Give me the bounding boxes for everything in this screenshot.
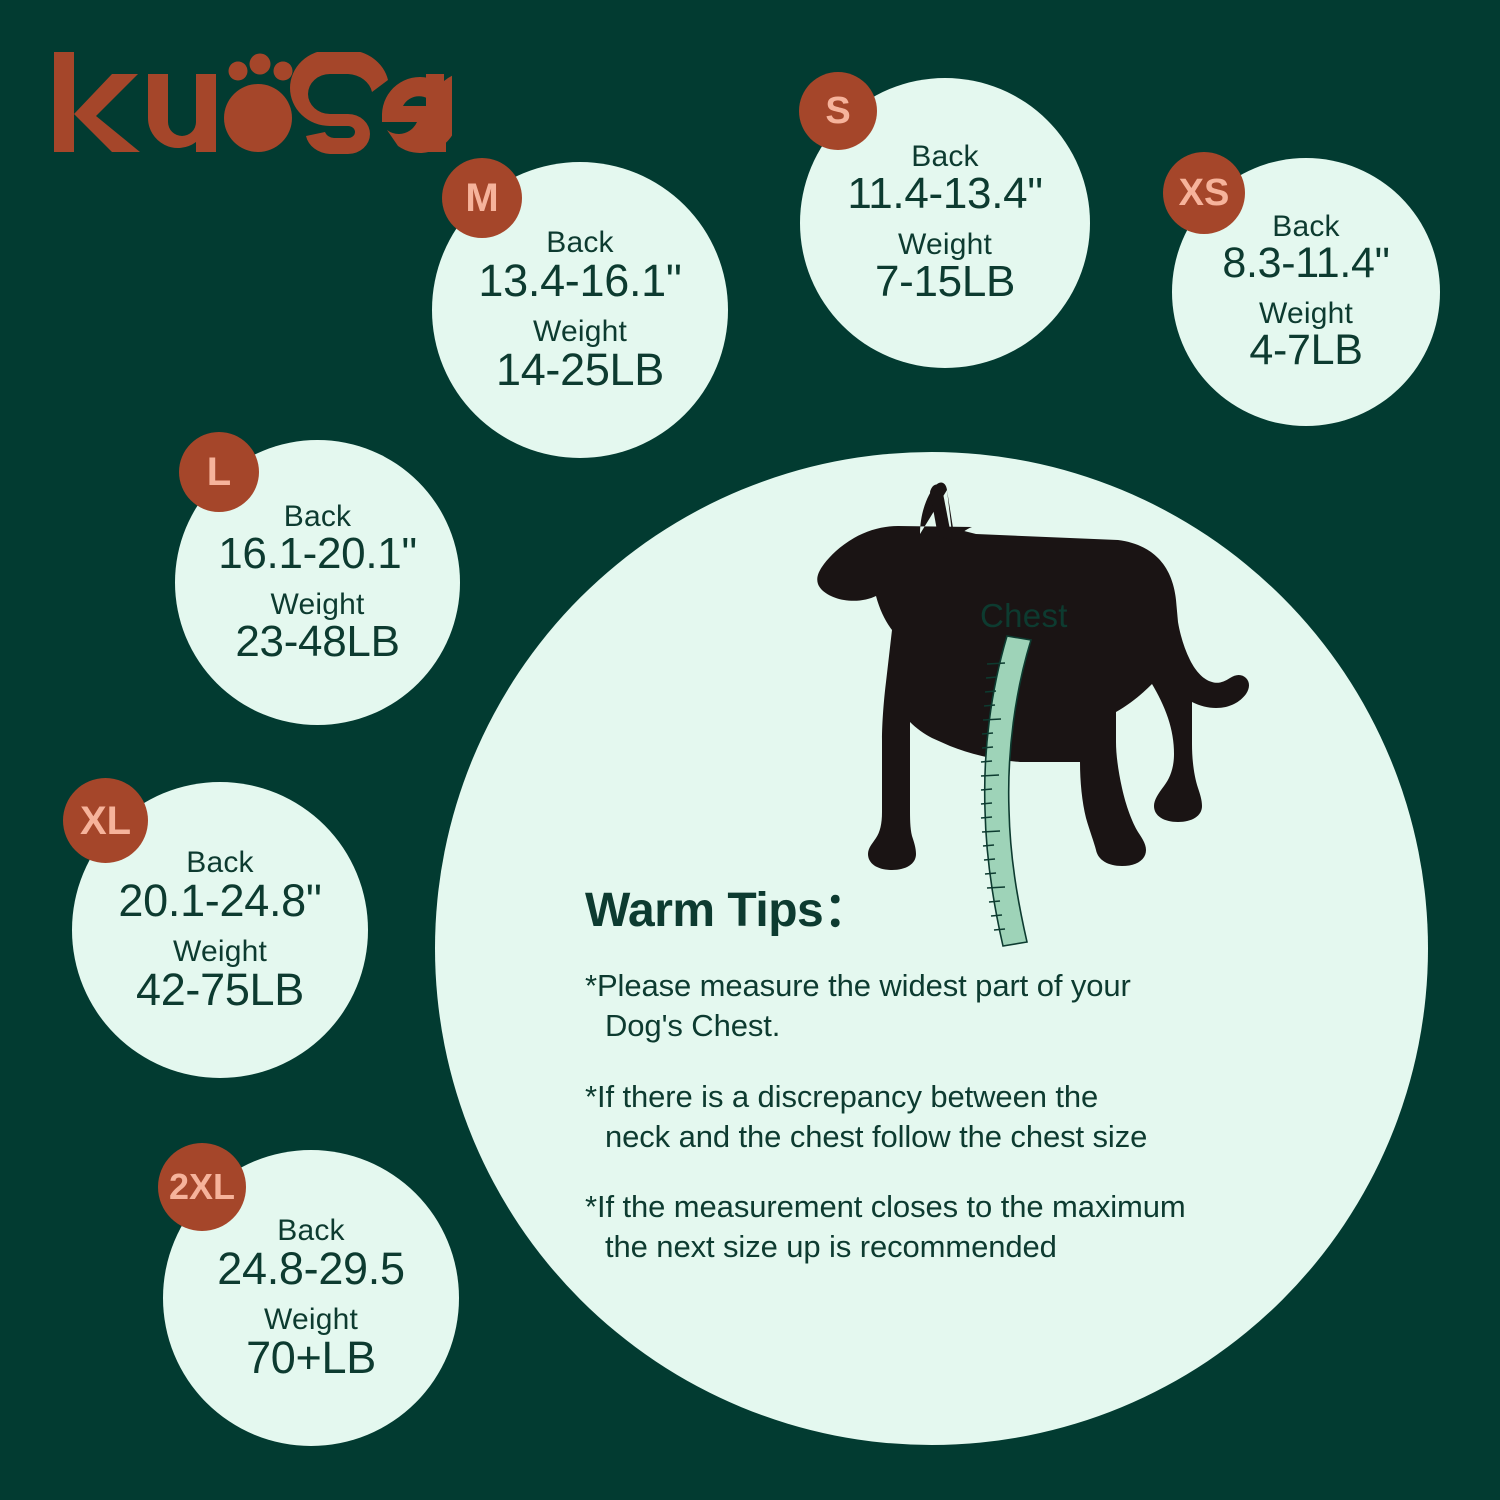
size-badge-label: 2XL xyxy=(168,1166,236,1207)
size-badge-label: L xyxy=(206,450,232,494)
tip-item: *If there is a discrepancy between the n… xyxy=(585,1077,1345,1158)
size-badge-2xl[interactable]: 2XL xyxy=(158,1143,246,1231)
size-badge-m[interactable]: M xyxy=(442,158,522,238)
weight-value: 14-25LB xyxy=(495,344,665,395)
tip-line-2: the next size up is recommended xyxy=(605,1229,1057,1265)
tape-measure-icon xyxy=(980,635,1033,947)
back-label: Back xyxy=(277,1214,345,1247)
weight-value: 7-15LB xyxy=(874,257,1016,306)
back-value: 11.4-13.4" xyxy=(847,169,1043,218)
main-info-circle: Chest Warm Tips： *Please measure the wid… xyxy=(435,452,1428,1445)
size-bubble-s[interactable]: Back 11.4-13.4" Weight 7-15LB xyxy=(800,78,1090,368)
weight-label: Weight xyxy=(1258,297,1354,330)
back-label: Back xyxy=(186,846,254,879)
size-badge-label: S xyxy=(825,90,851,132)
weight-label: Weight xyxy=(172,935,268,968)
tip-line-1: *If there is a discrepancy between the xyxy=(585,1078,1099,1114)
tip-line-2: Dog's Chest. xyxy=(605,1008,781,1044)
weight-value: 70+LB xyxy=(246,1332,376,1383)
size-badge-label: XS xyxy=(1178,172,1230,214)
weight-label: Weight xyxy=(270,587,365,621)
back-label: Back xyxy=(1272,210,1340,243)
back-value: 13.4-16.1" xyxy=(478,255,682,306)
dog-silhouette-icon xyxy=(817,482,1249,870)
warm-tips-section: Warm Tips： *Please measure the widest pa… xyxy=(585,870,1345,1298)
weight-label: Weight xyxy=(263,1303,359,1336)
weight-value: 4-7LB xyxy=(1249,326,1363,374)
weight-value: 23-48LB xyxy=(235,616,400,666)
tip-item: *Please measure the widest part of your … xyxy=(585,966,1345,1047)
size-bubble-xs[interactable]: Back 8.3-11.4" Weight 4-7LB xyxy=(1172,158,1440,426)
tip-line-1: *If the measurement closes to the maximu… xyxy=(585,1189,1186,1225)
weight-label: Weight xyxy=(897,228,993,261)
size-badge-xl[interactable]: XL xyxy=(63,778,148,863)
brand-logo xyxy=(52,52,452,162)
back-value: 8.3-11.4" xyxy=(1222,239,1390,287)
back-value: 20.1-24.8" xyxy=(118,875,322,926)
size-badge-label: M xyxy=(465,176,499,220)
weight-value: 42-75LB xyxy=(135,964,305,1015)
back-label: Back xyxy=(283,499,352,533)
size-badge-label: XL xyxy=(79,798,132,843)
size-badge-xs[interactable]: XS xyxy=(1163,152,1245,234)
tip-line-2: neck and the chest follow the chest size xyxy=(605,1118,1148,1154)
back-label: Back xyxy=(911,140,979,173)
size-badge-s[interactable]: S xyxy=(799,72,877,150)
dog-illustration xyxy=(780,472,1300,922)
back-value: 16.1-20.1" xyxy=(218,528,417,578)
kuoser-logo-icon xyxy=(54,52,452,154)
weight-label: Weight xyxy=(532,315,628,348)
tip-item: *If the measurement closes to the maximu… xyxy=(585,1187,1345,1268)
warm-tips-title: Warm Tips： xyxy=(585,884,871,937)
chest-label: Chest xyxy=(980,597,1068,634)
tip-line-1: *Please measure the widest part of your xyxy=(585,968,1131,1003)
back-label: Back xyxy=(546,226,614,259)
size-badge-l[interactable]: L xyxy=(179,432,259,512)
back-value: 24.8-29.5 xyxy=(217,1243,405,1294)
